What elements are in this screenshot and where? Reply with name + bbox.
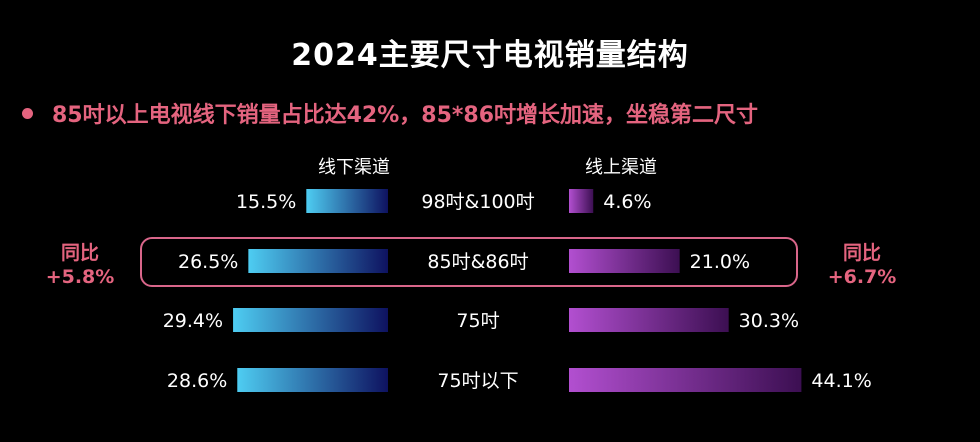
offline-value-label: 28.6% — [167, 370, 227, 392]
offline-value-label: 26.5% — [178, 251, 238, 273]
online-value-label: 4.6% — [603, 191, 651, 213]
yoy-offline-label: 同比 — [60, 242, 99, 264]
category-label: 75吋 — [456, 310, 499, 332]
offline-series-label: 线下渠道 — [318, 157, 390, 178]
offline-bar — [248, 249, 388, 273]
offline-bar — [306, 189, 388, 213]
online-value-label: 44.1% — [811, 370, 871, 392]
offline-bar — [233, 308, 388, 332]
bullet-dot — [22, 108, 33, 119]
chart-subtitle: 85吋以上电视线下销量占比达42%，85*86吋增长加速，坐稳第二尺寸 — [52, 103, 759, 128]
offline-value-label: 15.5% — [236, 191, 296, 213]
category-label: 85吋&86吋 — [427, 251, 528, 273]
online-bar — [569, 249, 680, 273]
yoy-offline: 同比 +5.8% — [40, 241, 120, 289]
online-bar — [569, 189, 594, 213]
online-bar — [569, 308, 729, 332]
yoy-online: 同比 +6.7% — [822, 241, 902, 289]
online-value-label: 30.3% — [739, 310, 799, 332]
online-value-label: 21.0% — [690, 251, 750, 273]
category-label: 75吋以下 — [437, 370, 518, 392]
online-bar — [569, 368, 802, 392]
offline-value-label: 29.4% — [163, 310, 223, 332]
category-label: 98吋&100吋 — [421, 191, 534, 213]
online-series-label: 线上渠道 — [585, 157, 657, 178]
offline-bar — [237, 368, 388, 392]
chart-title: 2024主要尺寸电视销量结构 — [291, 38, 689, 73]
highlight-box-85-86 — [140, 237, 798, 287]
yoy-online-value: +6.7% — [827, 266, 897, 288]
yoy-offline-value: +5.8% — [45, 266, 115, 288]
yoy-online-label: 同比 — [842, 242, 881, 264]
